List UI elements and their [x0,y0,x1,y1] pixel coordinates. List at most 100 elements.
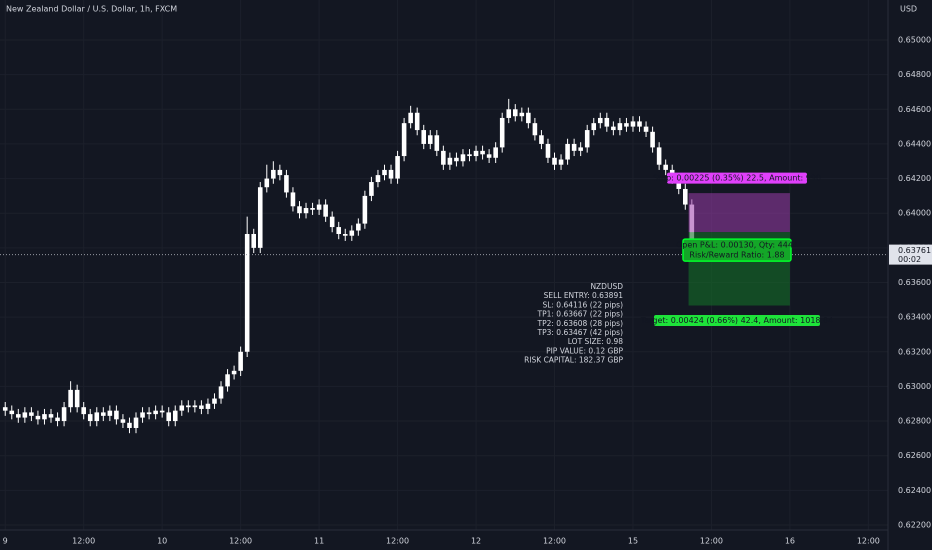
x-tick-label: 12:00 [543,537,566,546]
candle-body [244,233,250,352]
x-tick-label: 12:00 [229,537,252,546]
overlay: Stop: 0.00225 (0.35%) 22.5, Amount: 990 O… [0,172,888,365]
label-box [667,172,807,184]
candle-body [388,169,394,179]
candle-body [225,374,230,387]
y-tick-label: 0.64000 [898,209,931,218]
y-tick-label: 0.64600 [898,105,931,114]
y-tick-label: 0.64200 [898,174,931,183]
candle-body [238,351,243,371]
x-tick-label: 11 [314,537,324,546]
candle-body [186,405,191,408]
candle-body [16,414,21,418]
candle-body [624,123,629,127]
candle-body [480,150,485,155]
candle-body [107,410,113,416]
candle-body [81,407,86,415]
label-box [682,238,792,262]
candle-body [87,414,93,422]
candle-body [264,178,270,188]
candle-body [192,405,198,408]
info-line: TP2: 0.63608 (28 pips) [537,319,624,328]
candle-body [277,169,283,176]
candle-body [153,410,158,415]
candle-body [683,188,688,205]
candle-body [22,412,28,418]
candle-body [284,175,289,193]
candle-body [493,147,498,158]
candle-body [257,187,263,248]
y-tick-label: 0.62400 [898,486,931,495]
candle-body [336,227,342,234]
y-tick-label: 0.65000 [898,36,931,45]
x-tick-label: 12:00 [72,537,95,546]
candle-body [101,412,106,416]
y-tick-label: 0.64400 [898,139,931,148]
x-tick-label: 10 [157,537,167,546]
candle-body [218,386,224,399]
candle-body [146,412,152,415]
candle-body [74,389,80,408]
candle-body [650,131,655,148]
candle-body [539,135,544,144]
candle-body [676,178,682,189]
candle-body [512,109,518,117]
candle-body [369,182,374,196]
candle-body [591,123,597,131]
candle-body [526,112,531,124]
x-tick-label: 9 [3,537,8,546]
candle-body [395,156,400,179]
candle-body [486,154,492,158]
candle-body [212,398,217,404]
candle-body [663,164,668,170]
x-tick-label: 12:00 [857,537,880,546]
candle-body [454,157,459,162]
candle-body [597,117,603,124]
candle-body [48,414,54,418]
candle-body [127,422,132,428]
candle-body [9,410,15,415]
y-tick-label: 0.63200 [898,347,931,356]
countdown: 00:02 [898,255,921,264]
candle-body [565,143,570,160]
info-line: TP3: 0.63467 (42 pips) [537,328,624,337]
candle-body [2,407,8,411]
candle-body [460,154,466,162]
y-tick-label: 0.62800 [898,417,931,426]
y-tick-label: 0.63400 [898,313,931,322]
info-line: LOT SIZE: 0.98 [568,337,623,346]
y-tick-label: 0.62200 [898,520,931,529]
candle-body [643,126,649,132]
price-badge [889,244,932,265]
candle-body [571,143,577,151]
candle-body [427,135,433,144]
ratio-label: Risk/Reward Ratio: 1.88 [689,251,784,260]
candle-body [166,412,171,422]
candle-body [630,121,636,127]
axes: 0.65000 0.64800 0.64600 0.64400 0.64200 0.640… [3,36,932,546]
currency: USD [900,5,917,14]
candle-body [114,410,119,420]
candle-body [316,204,322,210]
x-tick-label: 12:00 [386,537,409,546]
candle-body [35,415,41,420]
candle-body [140,412,145,418]
candle-body [447,157,453,165]
candle-body [382,169,387,176]
candle-body [42,414,47,420]
y-tick-label: 0.63000 [898,382,931,391]
candle-body [473,150,479,157]
last-price: 0.63761 [898,246,931,255]
candle-body [421,130,427,144]
stop-label: Stop: 0.00225 (0.35%) 22.5, Amount: 990 [653,174,821,183]
info-line: TP1: 0.63667 (22 pips) [537,310,624,319]
candle-body [61,407,67,422]
candle-body [375,175,381,183]
candle-body [467,154,472,157]
candle-body [55,417,60,422]
candle-body [68,389,73,408]
candle-body [656,147,662,165]
stop-zone [688,193,790,233]
target-label: Target: 0.00424 (0.66%) 42.4, Amount: 10… [640,316,833,325]
